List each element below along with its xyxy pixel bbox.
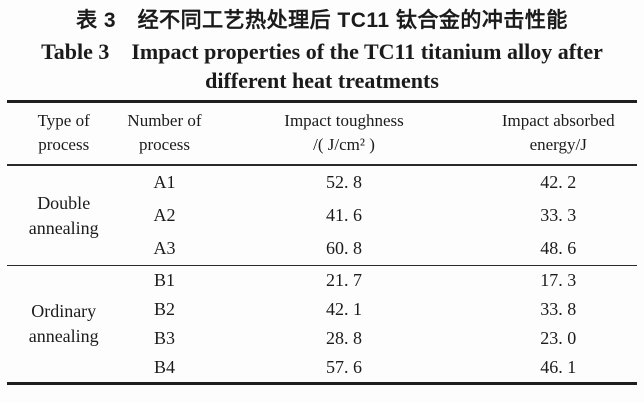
cell-impact-toughness: 60. 8 bbox=[326, 238, 363, 258]
header-line: Impact absorbed bbox=[501, 111, 615, 130]
group-label-ordinary-annealing: Ordinary annealing bbox=[7, 266, 120, 384]
cell-process-number: B4 bbox=[153, 357, 175, 377]
col-header-impact-toughness: Impact toughness /( J/cm² ) bbox=[209, 102, 480, 166]
cell-impact-toughness: 21. 7 bbox=[326, 270, 363, 290]
table-row: B3 28. 8 23. 0 bbox=[7, 324, 637, 353]
cell-process-number: B1 bbox=[153, 270, 175, 290]
cell-impact-toughness: 28. 8 bbox=[326, 328, 363, 348]
cell-impact-toughness: 42. 1 bbox=[326, 299, 363, 319]
col-header-number-of-process: Number of process bbox=[120, 102, 208, 166]
cell-impact-toughness: 41. 6 bbox=[326, 205, 363, 225]
cell-process-number: A1 bbox=[153, 172, 176, 192]
group-double-annealing: Double annealing A1 52. 8 42. 2 A2 41. 6… bbox=[7, 165, 637, 266]
cell-process-number: A2 bbox=[153, 205, 176, 225]
header-line: Number of bbox=[127, 111, 202, 130]
cell-absorbed-energy: 42. 2 bbox=[540, 172, 577, 192]
table-caption-chinese: 表 3 经不同工艺热处理后 TC11 钛合金的冲击性能 bbox=[76, 9, 568, 32]
group-label-line: annealing bbox=[28, 217, 99, 238]
header-line: Impact toughness bbox=[284, 111, 404, 130]
table-caption-english-line2: different heat treatments bbox=[205, 68, 439, 93]
group-label-line: Double bbox=[37, 192, 91, 213]
header-line: energy/J bbox=[529, 135, 587, 154]
header-line: Type of bbox=[37, 111, 90, 130]
group-ordinary-annealing: Ordinary annealing B1 21. 7 17. 3 B2 42.… bbox=[7, 266, 637, 384]
header-line: /( J/cm² ) bbox=[313, 135, 375, 154]
cell-impact-toughness: 57. 6 bbox=[326, 357, 363, 377]
table-row: A3 60. 8 48. 6 bbox=[7, 232, 637, 266]
group-label-line: annealing bbox=[28, 326, 99, 346]
table-row: B4 57. 6 46. 1 bbox=[7, 353, 637, 384]
header-line: process bbox=[138, 135, 190, 154]
cell-absorbed-energy: 33. 8 bbox=[540, 299, 577, 319]
cell-absorbed-energy: 46. 1 bbox=[540, 357, 577, 377]
cell-impact-toughness: 52. 8 bbox=[326, 172, 363, 192]
table-row: B2 42. 1 33. 8 bbox=[7, 295, 637, 324]
col-header-type-of-process: Type of process bbox=[7, 102, 120, 166]
cell-absorbed-energy: 48. 6 bbox=[540, 238, 577, 258]
impact-properties-table: Type of process Number of process Impact… bbox=[7, 100, 637, 385]
table-row: Double annealing A1 52. 8 42. 2 bbox=[7, 165, 637, 238]
group-label-double-annealing: Double annealing bbox=[7, 165, 120, 266]
table-row: Ordinary annealing B1 21. 7 17. 3 bbox=[7, 266, 637, 346]
table-header-row: Type of process Number of process Impact… bbox=[7, 102, 637, 166]
cell-process-number: B3 bbox=[153, 328, 175, 348]
cell-absorbed-energy: 17. 3 bbox=[540, 270, 577, 290]
cell-absorbed-energy: 23. 0 bbox=[540, 328, 577, 348]
group-label-line: Ordinary bbox=[31, 301, 97, 321]
table-header: Type of process Number of process Impact… bbox=[7, 102, 637, 166]
table-caption-english-line1: Table 3 Impact properties of the TC11 ti… bbox=[41, 39, 603, 64]
header-line: process bbox=[38, 135, 90, 154]
cell-process-number: B2 bbox=[153, 299, 175, 319]
col-header-impact-absorbed-energy: Impact absorbed energy/J bbox=[479, 102, 637, 166]
table-row: A2 41. 6 33. 3 bbox=[7, 199, 637, 232]
cell-process-number: A3 bbox=[153, 238, 176, 258]
cell-absorbed-energy: 33. 3 bbox=[540, 205, 577, 225]
